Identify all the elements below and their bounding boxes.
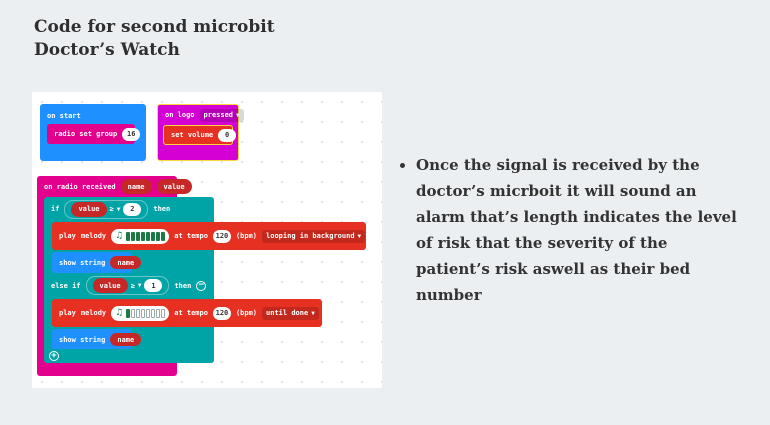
play-label: play	[59, 232, 76, 240]
tempo-label-2: at tempo	[174, 309, 208, 317]
set-volume-block[interactable]: set volume 0	[163, 125, 237, 145]
tempo-value[interactable]: 120	[212, 229, 231, 243]
radio-group-value[interactable]: 16	[122, 127, 141, 141]
else-if-operator[interactable]: ≥	[130, 281, 135, 290]
on-logo-label: on logo	[165, 111, 195, 119]
radio-set-group-block[interactable]: radio set group 16	[47, 124, 141, 144]
melody-note-cell	[136, 308, 141, 318]
melody-editor[interactable]: ♫	[111, 228, 170, 244]
melody-note-cell	[146, 231, 151, 241]
on-start-header: on start	[40, 104, 146, 126]
bullet-list: Once the signal is received by the docto…	[396, 152, 746, 308]
if-operator[interactable]: ≥	[109, 205, 114, 213]
show-string-label-2: show string	[59, 335, 106, 344]
add-branch-row: +	[44, 349, 214, 363]
melody-note-cell	[146, 308, 151, 318]
play-label-2: play	[59, 309, 76, 317]
show-string-block-2[interactable]: show string name	[52, 329, 142, 350]
melody-note-cell	[161, 308, 166, 318]
show-string-value-2[interactable]: name	[110, 333, 142, 346]
play-mode-value-2: until done	[266, 309, 309, 317]
code-workspace: on start radio set group 16 on logo pres…	[32, 92, 382, 388]
melody-note-cell	[126, 308, 131, 318]
melody-note-cell	[126, 231, 131, 241]
then-label: then	[153, 205, 171, 213]
chevron-down-icon: ▼	[357, 232, 362, 240]
play-mode-dropdown-2[interactable]: until done ▼	[262, 306, 319, 320]
bpm-label: (bpm)	[235, 232, 258, 240]
melody-note-cell	[141, 308, 146, 318]
play-mode-value: looping in background	[266, 232, 355, 240]
play-melody-block-1[interactable]: play melody ♫ at tempo 120 (bpm) looping…	[52, 222, 366, 250]
melody-editor-2[interactable]: ♫	[111, 305, 170, 321]
title-line-2: Doctor’s Watch	[34, 40, 180, 60]
chevron-down-icon: ▼	[116, 205, 121, 213]
bpm-label-2: (bpm)	[235, 309, 258, 317]
page-title: Code for second microbit Doctor’s Watch	[34, 16, 275, 62]
else-if-condition[interactable]: value ≥ ▼ 1	[85, 276, 170, 295]
melody-note-cell	[131, 308, 136, 318]
chevron-down-icon: ▼	[137, 282, 142, 289]
show-string-block-1[interactable]: show string name	[52, 252, 142, 273]
chevron-down-icon: ▼	[236, 111, 240, 119]
logo-event-value: pressed	[203, 111, 234, 119]
else-if-value[interactable]: 1	[144, 279, 163, 292]
melody-note-cell	[151, 231, 156, 241]
music-note-icon: ♫	[115, 231, 124, 241]
show-string-value[interactable]: name	[110, 256, 142, 269]
melody-note-cell	[136, 231, 141, 241]
show-string-label: show string	[59, 258, 106, 267]
chevron-down-icon: ▼	[311, 309, 315, 317]
if-condition[interactable]: value ≥ ▼ 2	[64, 199, 149, 219]
tempo-label: at tempo	[174, 232, 208, 240]
melody-note-cell	[131, 231, 136, 241]
volume-value[interactable]: 0	[218, 128, 237, 142]
description: Once the signal is received by the docto…	[396, 152, 746, 308]
else-if-label: else if	[51, 281, 81, 290]
play-melody-block-2[interactable]: play melody ♫ at tempo 120 (bpm) until d…	[52, 299, 322, 327]
bullet-item: Once the signal is received by the docto…	[416, 152, 746, 308]
radio-set-group-label: radio set group	[54, 130, 118, 138]
then-label-2: then	[174, 281, 192, 290]
melody-note-cell	[156, 231, 161, 241]
title-line-1: Code for second microbit	[34, 17, 275, 37]
play-mode-dropdown[interactable]: looping in background ▼	[262, 229, 366, 243]
melody-note-cell	[161, 231, 166, 241]
else-if-var[interactable]: value	[92, 278, 128, 293]
tempo-value-2[interactable]: 120	[212, 306, 231, 320]
on-radio-received-label: on radio received	[44, 182, 116, 191]
melody-note-cell	[156, 308, 161, 318]
else-if-row[interactable]: else if value ≥ ▼ 1 then −	[44, 274, 214, 297]
melody-label: melody	[80, 232, 107, 240]
set-volume-label: set volume	[171, 131, 214, 139]
melody-note-cell	[151, 308, 156, 318]
logo-event-dropdown[interactable]: pressed ▼	[199, 108, 244, 122]
if-label: if	[51, 205, 60, 213]
radio-param-name[interactable]: name	[120, 179, 152, 194]
if-value[interactable]: 2	[123, 202, 142, 216]
melody-note-cell	[141, 231, 146, 241]
if-var[interactable]: value	[71, 201, 107, 217]
remove-branch-icon[interactable]: −	[196, 280, 207, 291]
melody-label-2: melody	[80, 309, 107, 317]
on-start-label: on start	[47, 112, 81, 120]
music-note-icon: ♫	[115, 308, 124, 318]
add-branch-icon[interactable]: +	[49, 351, 59, 361]
radio-param-value[interactable]: value	[156, 179, 192, 194]
